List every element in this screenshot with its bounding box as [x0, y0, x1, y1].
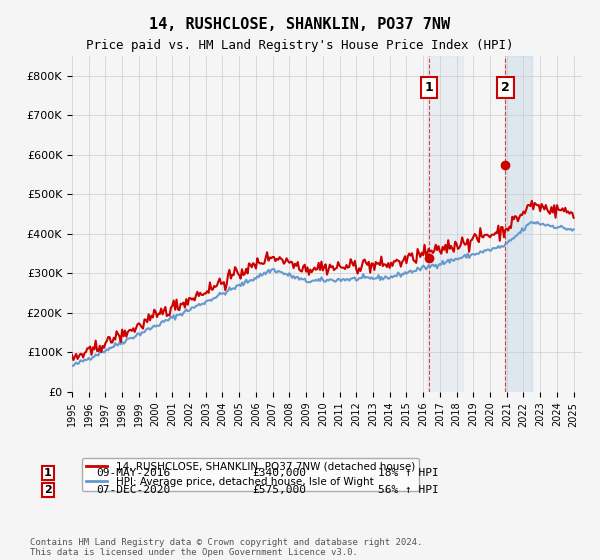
Text: Price paid vs. HM Land Registry's House Price Index (HPI): Price paid vs. HM Land Registry's House …: [86, 39, 514, 52]
Bar: [505, 56, 532, 392]
Text: 09-MAY-2016: 09-MAY-2016: [96, 468, 170, 478]
Legend: 14, RUSHCLOSE, SHANKLIN, PO37 7NW (detached house), HPI: Average price, detached: 14, RUSHCLOSE, SHANKLIN, PO37 7NW (detac…: [82, 458, 419, 491]
Text: 2: 2: [44, 485, 52, 495]
Text: 14, RUSHCLOSE, SHANKLIN, PO37 7NW: 14, RUSHCLOSE, SHANKLIN, PO37 7NW: [149, 17, 451, 32]
Text: £575,000: £575,000: [252, 485, 306, 495]
Text: 1: 1: [425, 81, 434, 94]
Text: 2: 2: [501, 81, 510, 94]
Text: Contains HM Land Registry data © Crown copyright and database right 2024.
This d: Contains HM Land Registry data © Crown c…: [30, 538, 422, 557]
Bar: [427, 56, 463, 392]
Text: 56% ↑ HPI: 56% ↑ HPI: [378, 485, 439, 495]
Text: 1: 1: [44, 468, 52, 478]
Text: 07-DEC-2020: 07-DEC-2020: [96, 485, 170, 495]
Text: 18% ↑ HPI: 18% ↑ HPI: [378, 468, 439, 478]
Text: £340,000: £340,000: [252, 468, 306, 478]
